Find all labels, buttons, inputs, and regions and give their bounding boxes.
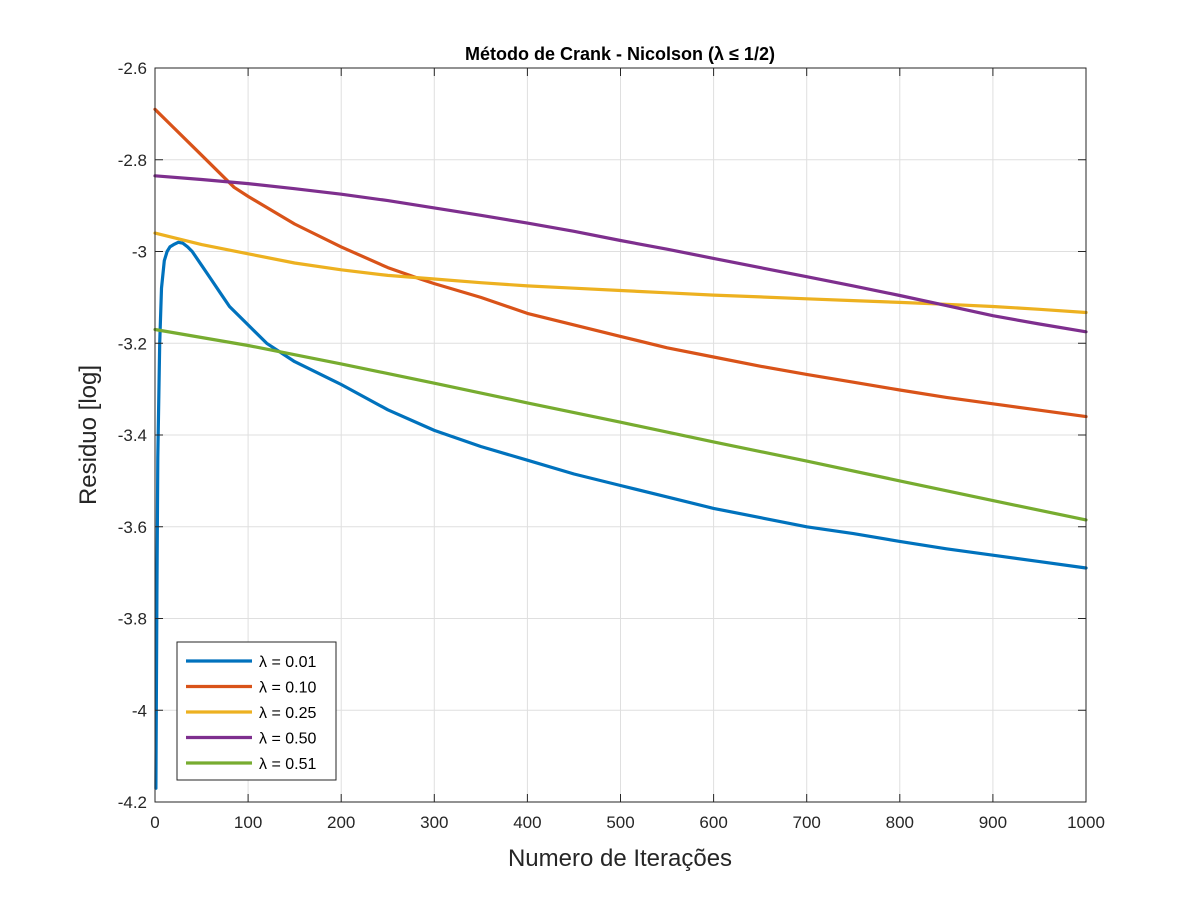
x-tick-label: 700: [793, 813, 821, 832]
x-tick-label: 400: [513, 813, 541, 832]
legend-entry-label: λ = 0.10: [259, 680, 316, 697]
series-lines: [153, 107, 1088, 790]
x-tick-label: 300: [420, 813, 448, 832]
y-tick-label: -3.8: [118, 610, 147, 629]
y-tick-label: -3.2: [118, 334, 147, 353]
series-line-1: [154, 240, 1088, 790]
x-tick-label: 100: [234, 813, 262, 832]
y-tick-label: -4.2: [118, 793, 147, 812]
legend-entry-label: λ = 0.51: [259, 756, 316, 773]
x-tick-label: 500: [606, 813, 634, 832]
legend-entry-label: λ = 0.50: [259, 731, 316, 748]
axis-ticks: 0 100 200 300 400 500 600 700 800 900 1000 -4.2 -4 -3…: [118, 59, 1105, 832]
y-tick-label: -3.4: [118, 426, 147, 445]
series-line-4: [153, 174, 1088, 334]
x-axis-label: Numero de Iterações: [508, 845, 732, 872]
series-line-5: [153, 327, 1088, 522]
series-line-2: [153, 107, 1088, 419]
y-tick-label: -3: [132, 243, 147, 262]
y-tick-label: -2.8: [118, 151, 147, 170]
legend-entry-label: λ = 0.25: [259, 705, 316, 722]
x-tick-label: 0: [150, 813, 159, 832]
x-tick-label: 800: [886, 813, 914, 832]
chart-title: Método de Crank - Nicolson (λ ≤ 1/2): [465, 44, 775, 64]
x-tick-label: 600: [699, 813, 727, 832]
y-axis-label: Residuo [log]: [75, 365, 102, 505]
y-tick-label: -2.6: [118, 59, 147, 78]
y-tick-label: -3.6: [118, 518, 147, 537]
legend-entry-label: λ = 0.01: [259, 654, 316, 671]
x-tick-label: 200: [327, 813, 355, 832]
legend: λ = 0.01 λ = 0.10 λ = 0.25 λ = 0.50 λ = 0.51: [176, 641, 337, 781]
y-tick-label: -4: [132, 701, 147, 720]
x-tick-label: 1000: [1067, 813, 1105, 832]
x-tick-label: 900: [979, 813, 1007, 832]
grid-lines: [155, 68, 1086, 802]
